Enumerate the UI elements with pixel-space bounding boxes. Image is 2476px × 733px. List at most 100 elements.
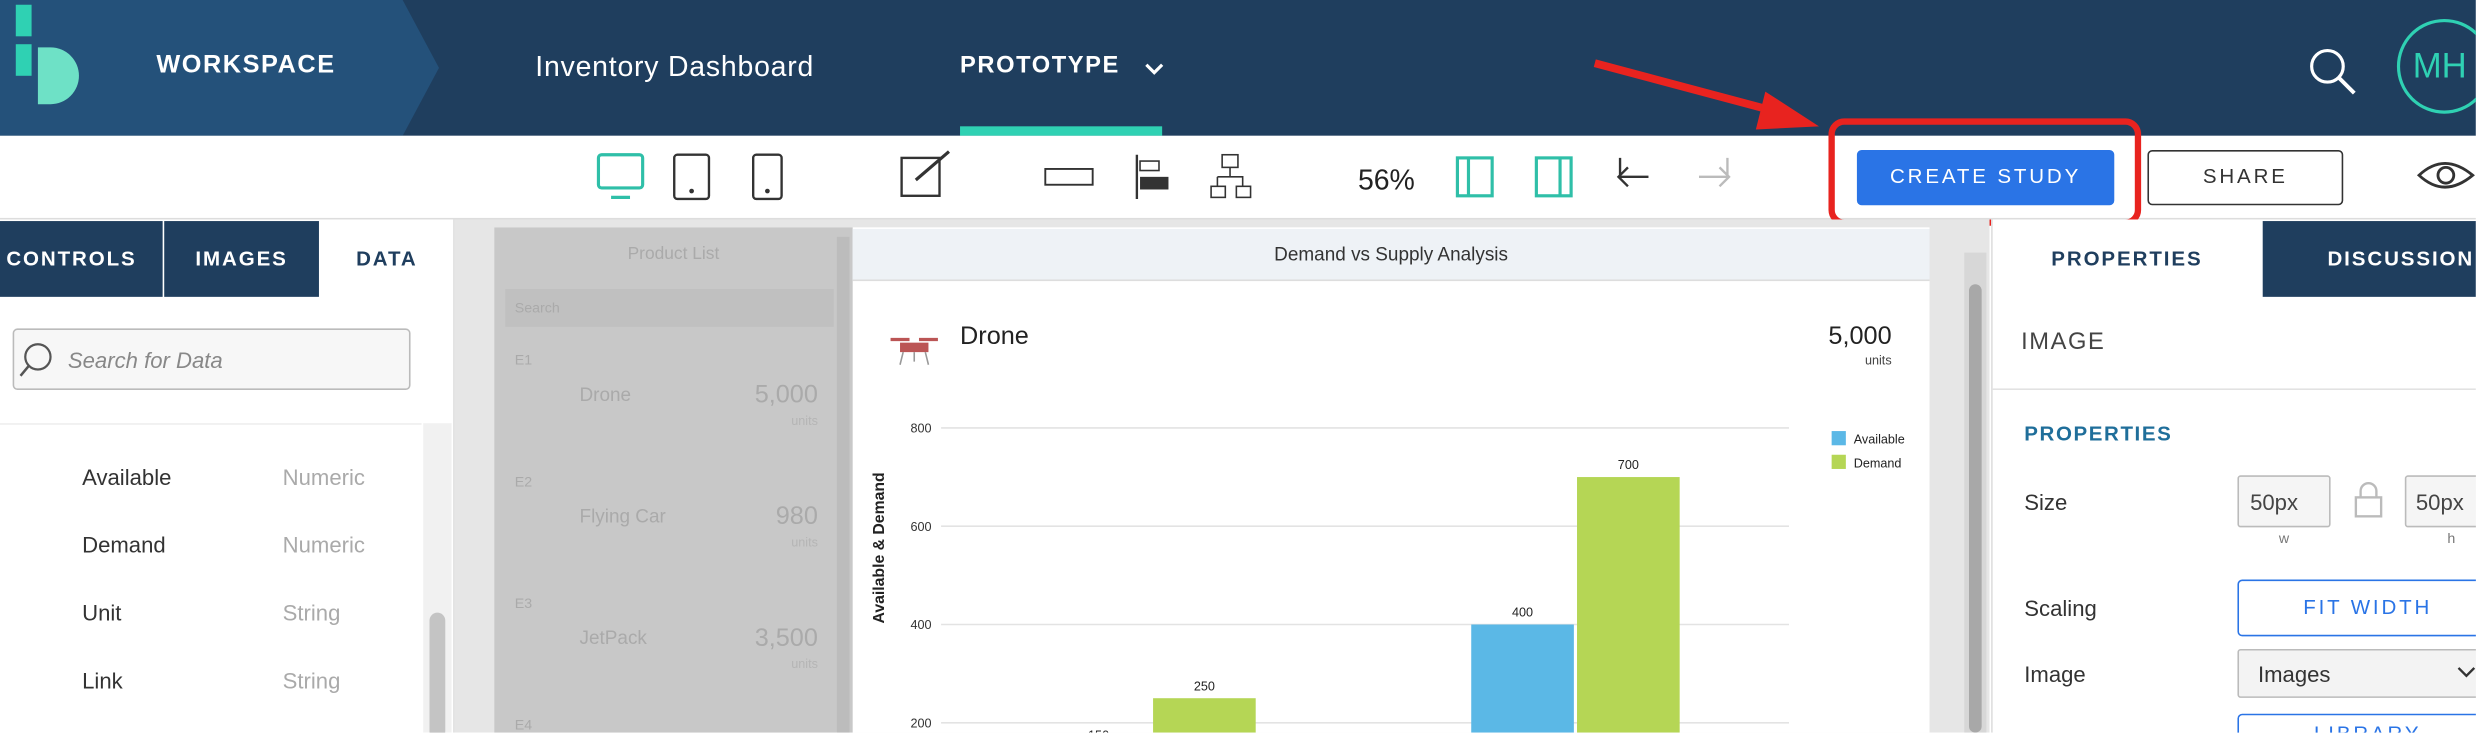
bar: [1577, 477, 1680, 733]
annotation-arrow: [1593, 59, 1820, 130]
item-value: 5,000: [1828, 323, 1892, 351]
width-unit: w: [2278, 530, 2290, 547]
field-name[interactable]: Unit: [82, 600, 122, 626]
field-type: Numeric: [282, 464, 365, 490]
field-type: String: [282, 667, 341, 694]
y-tick-label: 200: [911, 717, 932, 731]
scrollbar-thumb[interactable]: [429, 612, 446, 733]
list-search[interactable]: [505, 288, 834, 327]
tab-label[interactable]: CONTROLS: [6, 246, 137, 271]
fit-width-label[interactable]: FIT WIDTH: [2303, 595, 2433, 619]
image-select[interactable]: [2237, 648, 2476, 698]
chart-title: Demand vs Supply Analysis: [1274, 243, 1508, 266]
canvas-scrollbar-thumb[interactable]: [1969, 284, 1982, 733]
size-label: Size: [2024, 489, 2068, 515]
image-label: Image: [2024, 661, 2086, 687]
workspace[interactable]: WORKSPACE: [156, 52, 336, 79]
height-value: 50px: [2415, 489, 2464, 515]
bar: [1153, 698, 1256, 733]
tab[interactable]: [0, 221, 163, 297]
item-value: 3,500: [754, 625, 818, 653]
left-panel: [0, 219, 455, 733]
search-placeholder: Search for Data: [67, 347, 223, 373]
field-name[interactable]: Demand: [82, 532, 166, 558]
library-label[interactable]: LIBRARY: [2237, 718, 2475, 733]
legend-label: Demand: [1854, 456, 1902, 470]
tab-label[interactable]: PROPERTIES: [2051, 246, 2203, 271]
height-input[interactable]: [2404, 475, 2476, 528]
avatar-initials: MH: [2412, 45, 2467, 86]
zoom[interactable]: 56%: [1357, 164, 1415, 196]
tab[interactable]: [2262, 221, 2476, 297]
fit-width-button[interactable]: [2237, 579, 2476, 637]
legend-label: Available: [1854, 433, 1905, 447]
list-search-placeholder: Search: [514, 300, 560, 316]
field-type: String: [282, 600, 341, 626]
toolbar-icons[interactable]: [584, 145, 1295, 208]
item-unit: units: [791, 413, 818, 428]
field-name[interactable]: Link: [82, 667, 123, 694]
item-value: 5,000: [754, 382, 818, 409]
image-select-value: Images: [2257, 661, 2331, 687]
item-unit: units: [791, 656, 818, 672]
share-button[interactable]: [2147, 150, 2344, 206]
bar-value-label: 400: [1512, 606, 1533, 620]
field-name[interactable]: Available: [82, 464, 172, 490]
item-unit: units: [791, 535, 818, 550]
item-code: E1: [514, 352, 533, 368]
item-code: E2: [514, 473, 533, 490]
bar-value-label: 250: [1194, 679, 1215, 693]
item-name[interactable]: JetPack: [579, 626, 647, 649]
item-name[interactable]: Flying Car: [579, 505, 666, 528]
project-name[interactable]: Inventory Dashboard: [535, 50, 815, 83]
divider: [0, 423, 422, 425]
item-value: 980: [775, 503, 818, 531]
width-value: 50px: [2250, 489, 2299, 515]
toolbar-icons-2[interactable]: [1450, 152, 1750, 203]
bar-value-label: 150: [1088, 728, 1109, 732]
avatar[interactable]: [2396, 18, 2476, 114]
chart-header: [852, 228, 1930, 282]
item-code: E4: [514, 716, 533, 733]
y-tick-label: 400: [911, 618, 932, 632]
tab[interactable]: [164, 221, 319, 297]
list-scrollbar: [836, 236, 850, 733]
scaling-label: Scaling: [2024, 595, 2097, 621]
group-title: PROPERTIES: [2024, 421, 2173, 446]
field-type: Numeric: [282, 532, 365, 558]
tab-label[interactable]: DATA: [356, 246, 418, 271]
height-unit: h: [2447, 530, 2456, 547]
create-study-button[interactable]: [1856, 150, 2115, 206]
divider: [1992, 388, 2476, 391]
bar: [1471, 624, 1574, 733]
item-name: Drone: [960, 323, 1029, 351]
create-study-label[interactable]: CREATE STUDY: [1890, 164, 2082, 188]
search-input[interactable]: [12, 328, 411, 391]
section-title: IMAGE: [2021, 328, 2106, 356]
workspace-tab-bg: [0, 0, 439, 136]
tab-label[interactable]: IMAGES: [195, 246, 288, 271]
item-name[interactable]: Drone: [579, 383, 632, 406]
item-code: E3: [514, 595, 533, 612]
bar-value-label: 700: [1618, 458, 1639, 472]
library-button[interactable]: [2237, 713, 2476, 733]
preview-icon[interactable]: [2416, 155, 2476, 196]
chevron[interactable]: [1143, 60, 1165, 79]
y-axis-label: Available & Demand: [871, 472, 888, 623]
product-list-title: Product List: [627, 244, 720, 264]
legend-swatch: [1831, 454, 1846, 469]
search-icon[interactable]: [2305, 44, 2362, 98]
lock-icon[interactable]: [2353, 482, 2385, 520]
highlight-box: [1828, 118, 2142, 226]
legend-swatch: [1831, 431, 1846, 446]
drone-icon: [890, 337, 938, 365]
select-chevron: [2457, 667, 2476, 678]
share-label[interactable]: SHARE: [2202, 164, 2288, 188]
mode[interactable]: PROTOTYPE: [960, 52, 1120, 79]
y-tick-label: 800: [911, 422, 932, 436]
width-input[interactable]: [2237, 475, 2331, 528]
y-tick-label: 600: [911, 520, 932, 534]
tab-label[interactable]: DISCUSSION: [2327, 246, 2475, 271]
